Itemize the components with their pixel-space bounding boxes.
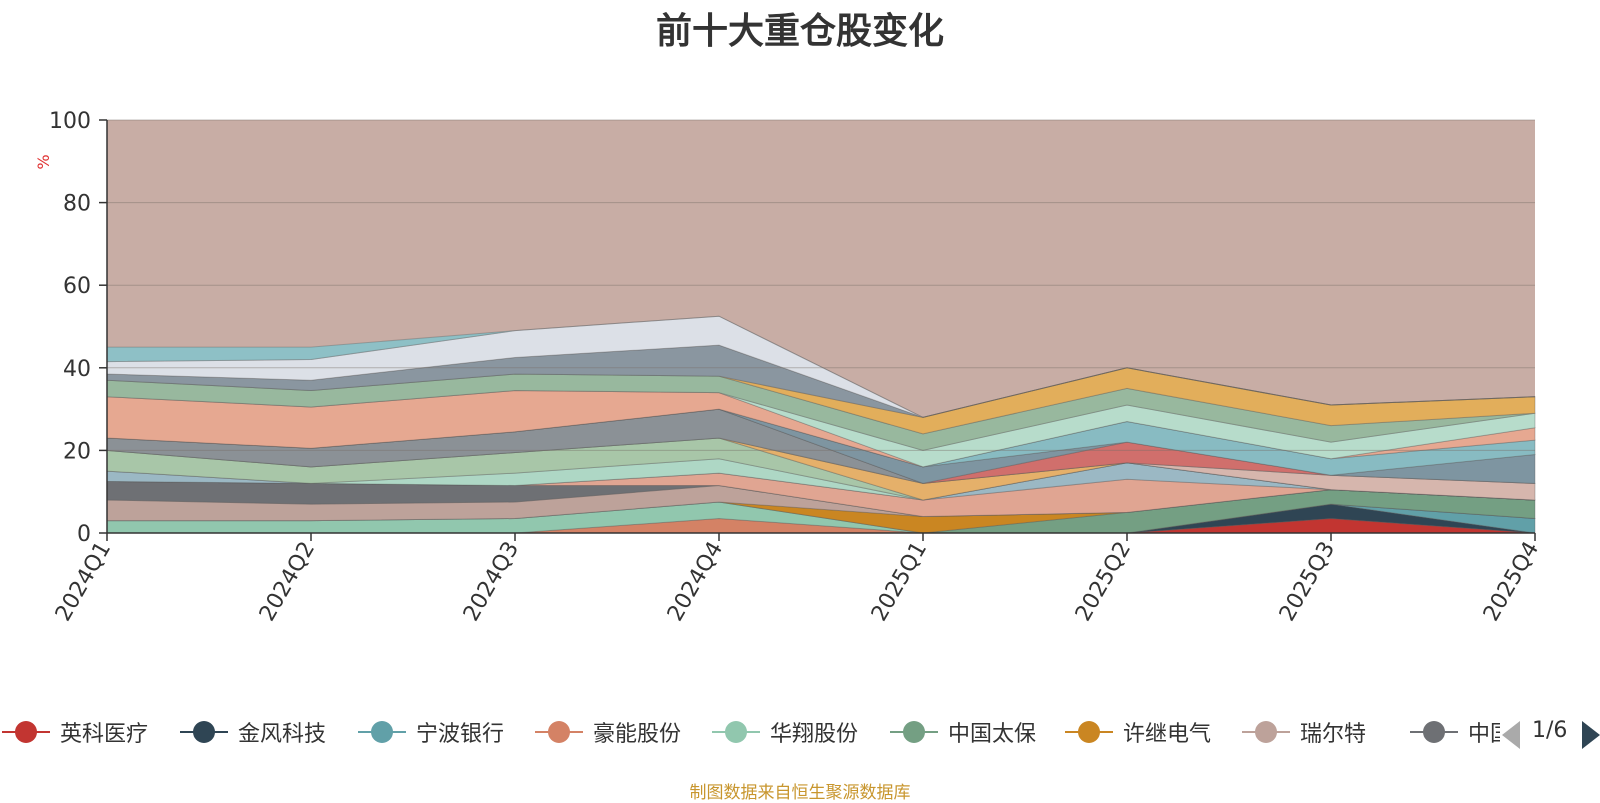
legend-marker-icon [2, 721, 50, 743]
legend-item-label: 瑞尔特 [1300, 722, 1367, 747]
y-tick-label: 20 [63, 439, 91, 464]
legend-item[interactable]: 金风科技 [178, 712, 326, 752]
area-series-20 [106, 408, 1536, 476]
legend-page-indicator: 1/6 [1532, 718, 1568, 743]
y-tick-label: 60 [63, 274, 91, 299]
area-series-26 [106, 315, 1536, 418]
y-axis-label: % [34, 154, 53, 169]
legend-item[interactable]: 华翔股份 [710, 712, 858, 752]
legend-marker-icon [1242, 721, 1290, 743]
x-tick-label: 2025Q2 [1071, 538, 1136, 626]
y-tick-label: 40 [63, 357, 91, 382]
legend-marker-icon [890, 721, 938, 743]
legend: 英科医疗 金风科技 宁波银行 豪能股份 华翔股份 中国太保 许继电气 瑞尔特 中国 [0, 712, 1500, 752]
legend-marker-icon [1410, 721, 1458, 743]
legend-item-label: 中国 [1468, 722, 1500, 747]
x-tick-label: 2025Q3 [1275, 538, 1340, 626]
legend-prev-page-icon[interactable] [1502, 721, 1520, 749]
area-series-27 [106, 315, 1536, 418]
legend-next-page-icon[interactable] [1582, 721, 1600, 749]
x-tick-label: 2025Q1 [867, 538, 932, 626]
legend-item[interactable]: 豪能股份 [533, 712, 681, 752]
legend-item-label: 中国太保 [948, 722, 1037, 747]
y-tick-label: 80 [63, 192, 91, 217]
legend-item-label: 宁波银行 [416, 722, 505, 747]
x-tick-label: 2024Q1 [51, 538, 116, 626]
legend-item[interactable]: 中国 [1408, 712, 1500, 752]
legend-item[interactable]: 宁波银行 [356, 712, 504, 752]
x-tick-label: 2024Q3 [459, 538, 524, 626]
legend-item[interactable]: 中国太保 [888, 712, 1036, 752]
x-tick-label: 2025Q4 [1479, 538, 1544, 626]
legend-item[interactable]: 英科医疗 [0, 712, 148, 752]
legend-item-label: 英科医疗 [60, 722, 149, 747]
area-series-19 [106, 408, 1536, 484]
legend-marker-icon [535, 721, 583, 743]
y-tick-label: 0 [77, 522, 91, 547]
legend-item[interactable]: 许继电气 [1063, 712, 1211, 752]
legend-item-label: 华翔股份 [770, 722, 859, 747]
legend-marker-icon [712, 721, 760, 743]
legend-marker-icon [1065, 721, 1113, 743]
legend-item-label: 金风科技 [238, 722, 327, 747]
legend-marker-icon [180, 721, 228, 743]
legend-item[interactable]: 瑞尔特 [1240, 712, 1366, 752]
data-source-note: 制图数据来自恒生聚源数据库 [689, 783, 911, 803]
chart-title: 前十大重仓股变化 [655, 11, 944, 52]
y-tick-label: 100 [49, 109, 91, 134]
legend-item-label: 豪能股份 [593, 722, 682, 747]
legend-pager: 1/6 [1500, 716, 1600, 750]
legend-marker-icon [358, 721, 406, 743]
legend-item-label: 许继电气 [1123, 722, 1212, 747]
x-tick-label: 2024Q2 [255, 538, 320, 626]
x-tick-label: 2024Q4 [663, 538, 728, 626]
